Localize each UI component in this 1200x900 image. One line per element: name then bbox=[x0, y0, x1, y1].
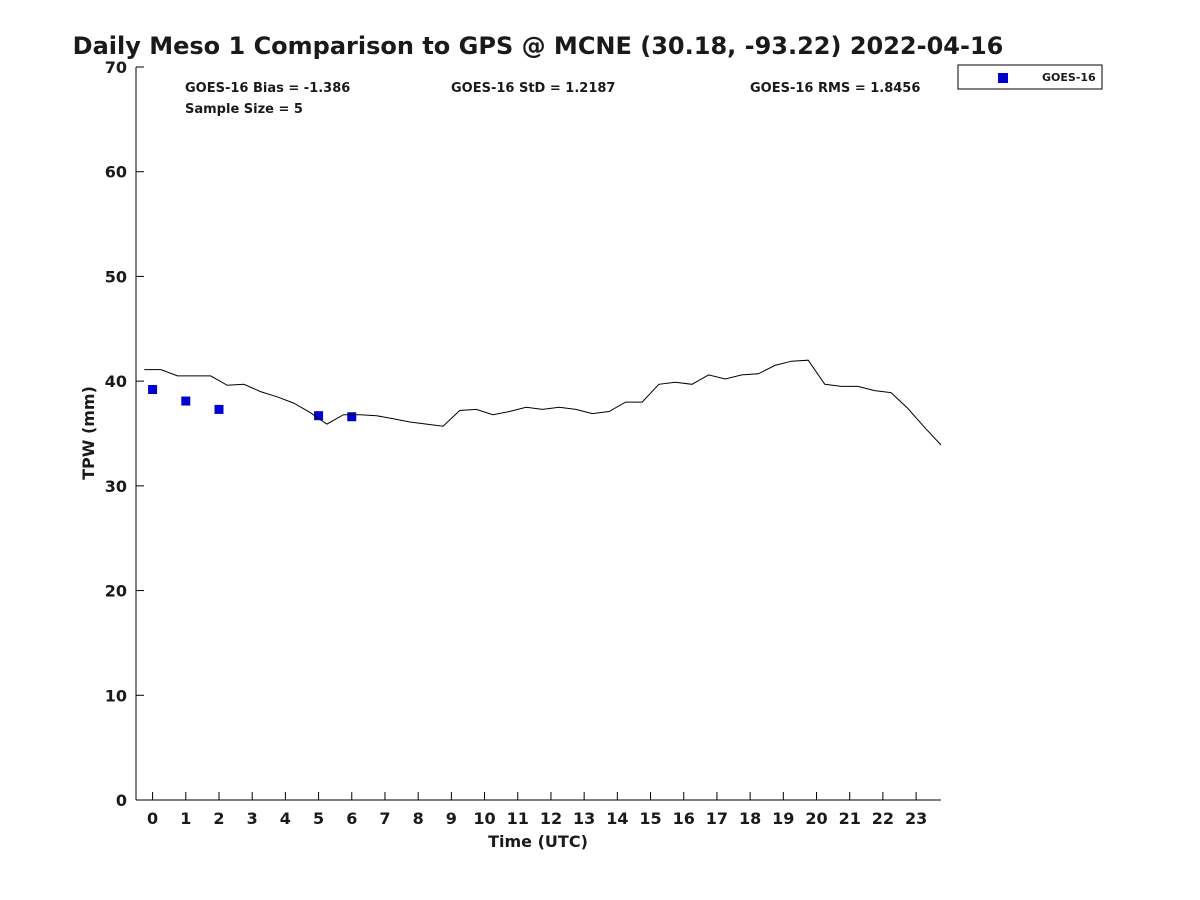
x-tick-label: 11 bbox=[507, 809, 529, 828]
y-axis-label: TPW (mm) bbox=[79, 386, 98, 480]
chart-title: Daily Meso 1 Comparison to GPS @ MCNE (3… bbox=[73, 32, 1004, 60]
x-tick-label: 7 bbox=[379, 809, 390, 828]
y-tick-label: 30 bbox=[105, 477, 127, 496]
gps-line-series bbox=[144, 359, 942, 446]
stat-bias: GOES-16 Bias = -1.386 bbox=[185, 81, 350, 96]
y-tick-label: 70 bbox=[105, 58, 127, 77]
x-tick-label: 6 bbox=[346, 809, 357, 828]
x-tick-label: 2 bbox=[213, 809, 224, 828]
y-tick-label: 60 bbox=[105, 163, 127, 182]
x-tick-label: 10 bbox=[473, 809, 495, 828]
x-axis-label: Time (UTC) bbox=[488, 832, 588, 851]
x-tick-label: 20 bbox=[805, 809, 827, 828]
x-tick-label: 14 bbox=[606, 809, 628, 828]
x-tick-label: 16 bbox=[673, 809, 695, 828]
legend-box bbox=[957, 64, 1103, 90]
legend-marker-goes16 bbox=[998, 73, 1008, 83]
goes16-point bbox=[314, 411, 324, 421]
stat-rms: GOES-16 RMS = 1.8456 bbox=[750, 81, 920, 96]
x-tick-label: 18 bbox=[739, 809, 761, 828]
y-tick-label: 0 bbox=[116, 791, 127, 810]
stat-sample-size: Sample Size = 5 bbox=[185, 102, 303, 117]
x-tick-label: 8 bbox=[413, 809, 424, 828]
x-tick-label: 0 bbox=[147, 809, 158, 828]
goes16-point bbox=[148, 385, 158, 395]
x-tick-label: 3 bbox=[247, 809, 258, 828]
y-tick-label: 40 bbox=[105, 372, 127, 391]
legend-label-goes16: GOES-16 bbox=[1042, 71, 1096, 84]
goes16-point bbox=[181, 396, 191, 406]
stat-std: GOES-16 StD = 1.2187 bbox=[451, 81, 615, 96]
goes16-point bbox=[347, 412, 357, 422]
legend: GOES-16 bbox=[957, 64, 1103, 90]
x-tick-label: 1 bbox=[180, 809, 191, 828]
x-tick-label: 19 bbox=[772, 809, 794, 828]
y-tick-label: 20 bbox=[105, 582, 127, 601]
x-tick-label: 4 bbox=[280, 809, 291, 828]
x-tick-label: 22 bbox=[872, 809, 894, 828]
x-tick-label: 13 bbox=[573, 809, 595, 828]
x-tick-label: 9 bbox=[446, 809, 457, 828]
goes16-point bbox=[214, 404, 224, 414]
x-tick-label: 17 bbox=[706, 809, 728, 828]
x-tick-label: 15 bbox=[639, 809, 661, 828]
y-tick-label: 50 bbox=[105, 267, 127, 286]
y-tick-label: 10 bbox=[105, 686, 127, 705]
x-tick-label: 23 bbox=[905, 809, 927, 828]
x-tick-label: 21 bbox=[839, 809, 861, 828]
x-tick-label: 12 bbox=[540, 809, 562, 828]
x-tick-label: 5 bbox=[313, 809, 324, 828]
